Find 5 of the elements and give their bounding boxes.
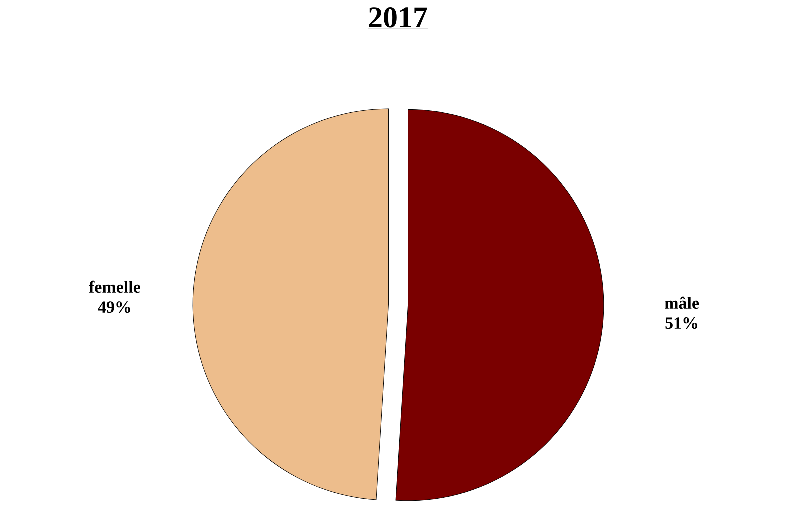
slice-label: femelle	[89, 280, 140, 294]
data-label: 51%	[666, 318, 698, 330]
slice-label: mâle	[665, 296, 700, 310]
data-label: 49%	[98, 302, 130, 314]
chart-title: 2017	[369, 8, 428, 28]
